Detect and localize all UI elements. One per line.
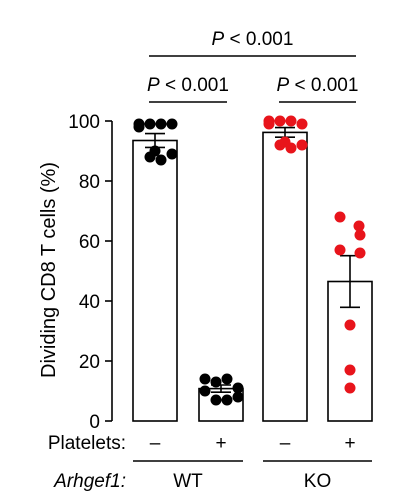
- p-threshold: < 0.001: [224, 29, 293, 50]
- p-value-label: P < 0.001: [147, 75, 229, 96]
- platelets-sign: –: [280, 433, 291, 454]
- y-axis: 0 20 40 60 80 100: [68, 112, 113, 433]
- data-point: [232, 391, 244, 403]
- data-point: [344, 364, 356, 376]
- y-tick-label: 40: [79, 292, 100, 313]
- data-point: [344, 319, 356, 331]
- data-point: [155, 118, 167, 130]
- genotype-group-label: KO: [304, 471, 331, 492]
- data-point: [221, 373, 233, 385]
- p-value-label: P < 0.001: [212, 29, 294, 50]
- data-point: [279, 136, 291, 148]
- data-point: [274, 115, 286, 127]
- bar: [262, 131, 308, 422]
- data-point: [296, 139, 308, 151]
- data-point: [221, 394, 233, 406]
- data-point: [199, 373, 211, 385]
- p-symbol: P: [147, 75, 160, 96]
- bars: [132, 131, 373, 422]
- genotype-group-label: WT: [173, 471, 203, 492]
- data-point: [334, 211, 346, 223]
- genotype-row-label: Arhgef1:: [53, 471, 126, 492]
- data-point: [334, 244, 346, 256]
- platelets-row-label: Platelets:: [48, 433, 126, 454]
- p-value-label: P < 0.001: [277, 75, 359, 96]
- data-point: [263, 118, 275, 130]
- data-point: [166, 148, 178, 160]
- data-point: [166, 118, 178, 130]
- data-point: [344, 382, 356, 394]
- y-tick-label: 80: [79, 172, 100, 193]
- y-axis-title: Dividing CD8 T cells (%): [38, 162, 60, 378]
- data-point: [285, 115, 297, 127]
- y-tick-label: 100: [68, 112, 100, 133]
- y-tick-label: 0: [89, 412, 100, 433]
- y-tick-label: 20: [79, 352, 100, 373]
- data-point: [133, 121, 145, 133]
- data-point: [210, 376, 222, 388]
- data-point: [353, 220, 365, 232]
- p-symbol: P: [277, 75, 290, 96]
- data-point: [144, 118, 156, 130]
- platelets-sign: +: [344, 433, 355, 454]
- data-point: [155, 154, 167, 166]
- y-tick-label: 60: [79, 232, 100, 253]
- bar: [132, 139, 178, 422]
- data-point: [232, 382, 244, 394]
- p-threshold: < 0.001: [160, 75, 229, 96]
- data-point: [296, 118, 308, 130]
- p-symbol: P: [212, 29, 225, 50]
- condition-rows: Platelets: Arhgef1: – + – + WT KO: [48, 433, 372, 492]
- platelets-sign: +: [215, 433, 226, 454]
- platelets-sign: –: [150, 433, 161, 454]
- data-points: [133, 115, 366, 406]
- data-point: [210, 394, 222, 406]
- p-threshold: < 0.001: [289, 75, 358, 96]
- data-point: [354, 247, 366, 259]
- data-point: [149, 145, 161, 157]
- data-point: [354, 229, 366, 241]
- data-point: [199, 385, 211, 397]
